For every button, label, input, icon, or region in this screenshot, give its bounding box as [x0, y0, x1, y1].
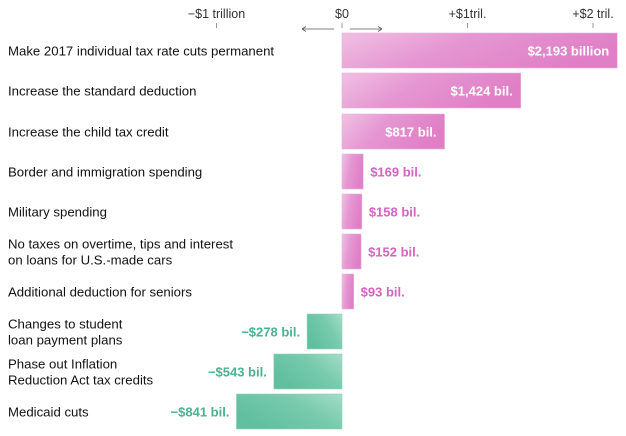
category-label: Border and immigration spending — [8, 165, 202, 180]
tick-label: +$1tril. — [449, 7, 487, 21]
category-label: No taxes on overtime, tips and interest — [8, 237, 233, 252]
category-label: Increase the standard deduction — [8, 84, 196, 99]
category-label: Reduction Act tax credits — [8, 373, 154, 388]
right-arrowhead-icon — [377, 26, 383, 32]
category-label: Medicaid cuts — [8, 405, 89, 420]
value-label: $158 bil. — [369, 205, 420, 220]
value-label: $152 bil. — [368, 245, 419, 260]
tick-label: $0 — [335, 7, 349, 21]
category-label: on loans for U.S.-made cars — [8, 253, 173, 268]
value-label: −$841 bil. — [171, 405, 230, 420]
category-label: Military spending — [8, 205, 107, 220]
category-label: loan payment plans — [8, 333, 123, 348]
tick-label: −$1 trillion — [188, 7, 245, 21]
bar — [341, 32, 618, 69]
category-labels: Make 2017 individual tax rate cuts perma… — [8, 44, 274, 420]
bar — [306, 313, 343, 350]
bar — [341, 113, 445, 150]
bar — [341, 72, 522, 109]
bar — [341, 193, 363, 230]
value-label: $93 bil. — [361, 285, 405, 300]
value-label: $2,193 billion — [528, 44, 610, 59]
bar — [341, 153, 364, 190]
category-label: Phase out Inflation — [8, 357, 117, 372]
bars: $2,193 billion $1,424 bil. $817 bil. $169 b… — [171, 32, 618, 430]
value-label: −$278 bil. — [241, 325, 300, 340]
tick-label: +$2 tril. — [572, 7, 613, 21]
left-arrowhead-icon — [301, 26, 307, 32]
category-label: Changes to student — [8, 317, 123, 332]
bar — [341, 233, 362, 270]
value-label: $169 bil. — [370, 165, 421, 180]
x-axis: −$1 trillion $0 +$1tril. +$2 tril. — [188, 7, 614, 32]
bar — [341, 273, 354, 310]
category-label: Make 2017 individual tax rate cuts perma… — [8, 44, 274, 59]
category-label: Increase the child tax credit — [8, 125, 169, 140]
category-label: Additional deduction for seniors — [8, 285, 192, 300]
bar — [236, 393, 343, 430]
value-label: $817 bil. — [385, 125, 436, 140]
value-label: $1,424 bil. — [451, 84, 513, 99]
bar — [273, 353, 343, 390]
value-label: −$543 bil. — [208, 365, 267, 380]
